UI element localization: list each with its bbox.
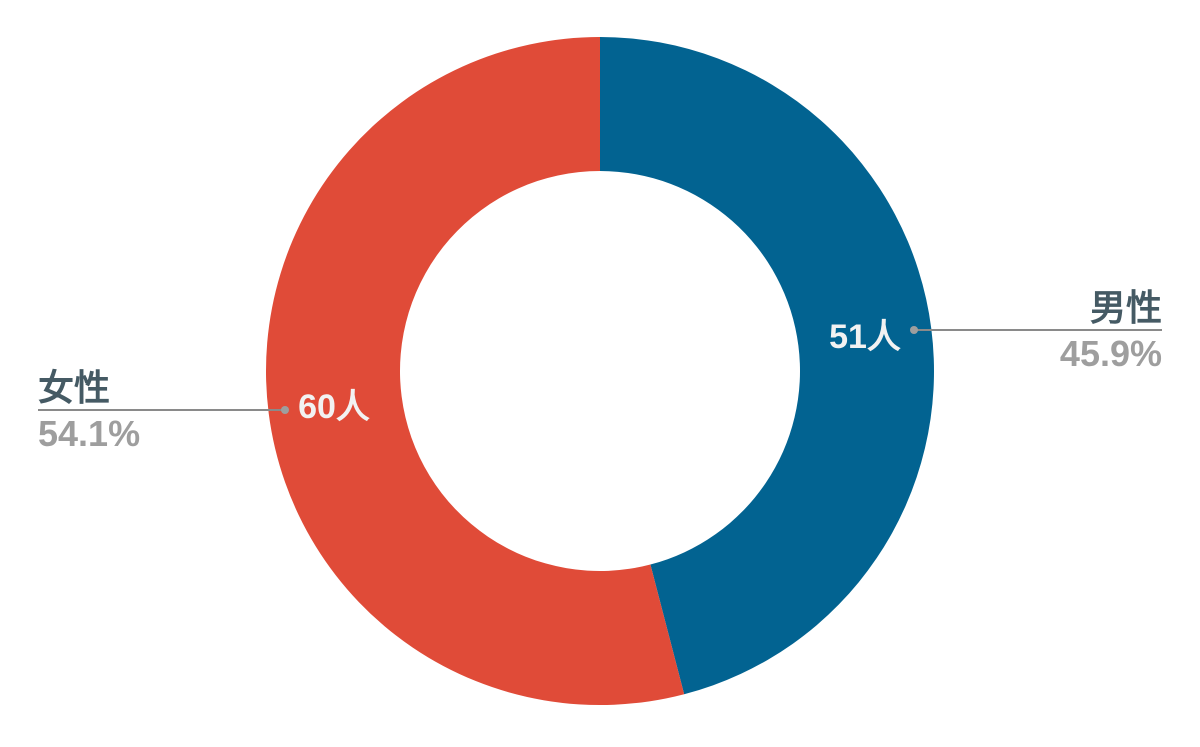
slice-0 [600, 37, 934, 695]
value-label: 51人 [829, 318, 901, 356]
value-label: 60人 [298, 388, 370, 426]
percent-label: 45.9% [1060, 333, 1162, 374]
leader-dot [910, 326, 918, 334]
category-label: 男性 [1090, 287, 1162, 328]
leader-dot [281, 406, 289, 414]
percent-label: 54.1% [38, 413, 140, 454]
slice-1 [266, 37, 685, 705]
category-label: 女性 [38, 367, 110, 408]
